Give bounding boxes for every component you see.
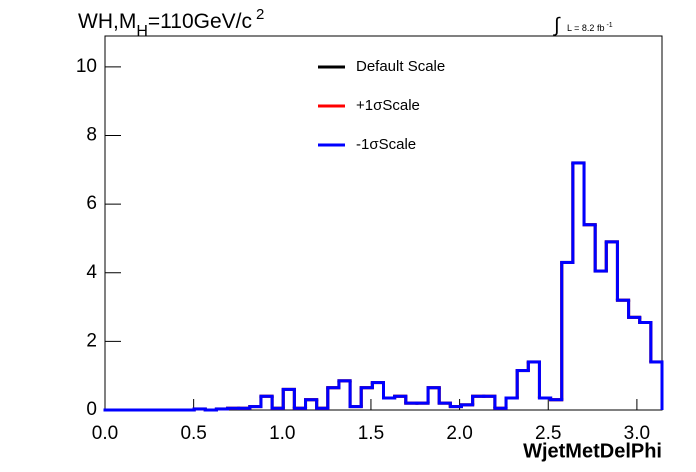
y-tick-label: 4 [86,262,97,283]
y-tick-label: 2 [86,330,97,351]
legend-label: -1σScale [356,136,416,153]
legend-label: +1σScale [356,97,420,114]
y-tick-label: 8 [86,125,97,146]
integral-sign: ∫ [553,14,561,36]
chart-title: WH,MH=110GeV/c 2 [78,6,264,40]
x-tick-label: 3.0 [624,423,650,444]
title-sup: 2 [256,6,264,23]
lumi-text: L = 8.2 fb [567,23,604,33]
plot-frame [104,35,663,411]
title-sub: H [136,23,148,40]
x-tick-label: 1.0 [269,423,295,444]
x-tick-label: 0.5 [180,423,206,444]
lumi-sup: -1 [606,22,612,29]
x-axis-label: WjetMetDelPhi [523,440,662,462]
y-tick-label: 6 [86,193,97,214]
title-rest: =110GeV/c [148,10,252,33]
y-tick-label: 0 [86,399,97,420]
x-tick-label: 0.0 [92,423,118,444]
x-tick-label: 2.0 [446,423,472,444]
legend-label: Default Scale [356,58,445,75]
x-tick-label: 2.5 [535,423,561,444]
y-tick-label: 10 [76,56,97,77]
x-tick-label: 1.5 [358,423,384,444]
luminosity: L = 8.2 fb -1 [567,22,613,34]
title-main: WH,M [78,10,136,33]
